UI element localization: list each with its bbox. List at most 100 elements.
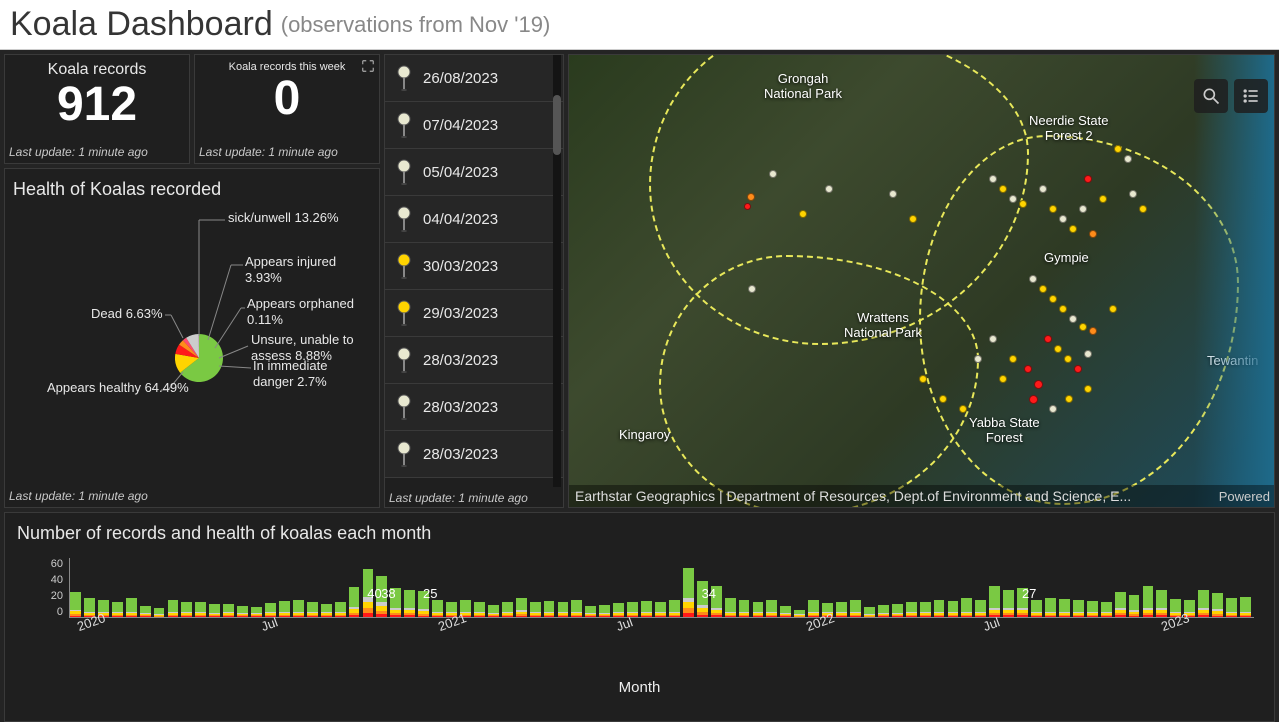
bar-column[interactable] xyxy=(140,606,151,617)
bar-column[interactable] xyxy=(669,600,680,617)
bar-column[interactable] xyxy=(753,602,764,617)
list-item[interactable]: 05/04/2023 xyxy=(385,149,563,196)
bar-column[interactable] xyxy=(335,602,346,617)
map-pin[interactable] xyxy=(1084,350,1092,358)
bar-column[interactable] xyxy=(209,604,220,617)
map-legend-button[interactable] xyxy=(1234,79,1268,113)
bar-column[interactable] xyxy=(585,606,596,617)
list-item[interactable]: 29/03/2023 xyxy=(385,290,563,337)
list-item[interactable]: 28/03/2023 xyxy=(385,337,563,384)
bar-column[interactable] xyxy=(237,606,248,617)
bar-column[interactable] xyxy=(599,605,610,617)
bar-column[interactable] xyxy=(502,602,513,617)
bar-column[interactable] xyxy=(530,602,541,617)
map-pin[interactable] xyxy=(744,203,751,210)
map-pin[interactable] xyxy=(1019,200,1027,208)
bar-column[interactable] xyxy=(558,602,569,617)
bar-column[interactable] xyxy=(1240,597,1251,617)
bar-column[interactable] xyxy=(571,600,582,617)
bar-column[interactable] xyxy=(739,600,750,617)
bar-column[interactable] xyxy=(655,602,666,617)
bar-column[interactable] xyxy=(878,605,889,617)
map-pin[interactable] xyxy=(1139,205,1147,213)
map-pin[interactable] xyxy=(1054,345,1062,353)
map-pin[interactable] xyxy=(1009,355,1017,363)
bar-column[interactable] xyxy=(906,602,917,617)
bar-column[interactable] xyxy=(613,603,624,617)
map-pin[interactable] xyxy=(889,190,897,198)
bar-column[interactable] xyxy=(70,592,81,617)
bar-column[interactable] xyxy=(474,602,485,617)
list-item[interactable]: 28/03/2023 xyxy=(385,384,563,431)
map-pin[interactable] xyxy=(1034,380,1043,389)
map-pin[interactable] xyxy=(1029,275,1037,283)
bar-column[interactable] xyxy=(1087,601,1098,617)
map-pin[interactable] xyxy=(1039,185,1047,193)
bar-chart[interactable]: 6040200 4038253427 2020Jul2021Jul2022Jul… xyxy=(17,558,1262,668)
map-pin[interactable] xyxy=(1084,175,1092,183)
map-pin[interactable] xyxy=(1124,155,1132,163)
map-pin[interactable] xyxy=(769,170,777,178)
bar-column[interactable] xyxy=(1226,598,1237,617)
map-pin[interactable] xyxy=(1114,145,1122,153)
map-pin[interactable] xyxy=(1044,335,1052,343)
map-pin[interactable] xyxy=(1069,225,1077,233)
map-pin[interactable] xyxy=(1074,365,1082,373)
bar-column[interactable] xyxy=(404,590,415,617)
map-pin[interactable] xyxy=(799,210,807,218)
bar-column[interactable] xyxy=(154,608,165,617)
map-pin[interactable] xyxy=(1029,395,1038,404)
map-pin[interactable] xyxy=(939,395,947,403)
date-list[interactable]: 26/08/2023 07/04/2023 05/04/2023 04/04/2… xyxy=(385,55,563,487)
map-pin[interactable] xyxy=(1109,305,1117,313)
bar-column[interactable] xyxy=(307,602,318,617)
pie-chart[interactable]: sick/unwell 13.26%Appears injured 3.93%A… xyxy=(13,210,371,480)
bar-column[interactable] xyxy=(920,602,931,617)
bar-column[interactable] xyxy=(725,598,736,617)
map-pin[interactable] xyxy=(1009,195,1017,203)
bar-column[interactable] xyxy=(989,586,1000,617)
bar-column[interactable] xyxy=(168,600,179,617)
map-pin[interactable] xyxy=(999,185,1007,193)
map-pin[interactable] xyxy=(999,375,1007,383)
scrollbar-thumb[interactable] xyxy=(553,95,561,155)
map-pin[interactable] xyxy=(748,285,756,293)
bar-column[interactable] xyxy=(864,607,875,617)
bar-column[interactable] xyxy=(1031,600,1042,617)
map-pin[interactable] xyxy=(1129,190,1137,198)
bar-column[interactable] xyxy=(1198,590,1209,617)
bar-column[interactable] xyxy=(1003,590,1014,617)
map-pin[interactable] xyxy=(1089,230,1097,238)
bar-column[interactable] xyxy=(321,604,332,617)
bar-column[interactable] xyxy=(641,601,652,617)
map-pin[interactable] xyxy=(1089,327,1097,335)
bar-column[interactable] xyxy=(195,602,206,617)
bar-column[interactable] xyxy=(1045,598,1056,617)
bar-column[interactable] xyxy=(1115,592,1126,617)
bar-column[interactable] xyxy=(349,587,360,617)
map-pin[interactable] xyxy=(1049,295,1057,303)
bar-column[interactable] xyxy=(279,601,290,617)
map-search-button[interactable] xyxy=(1194,79,1228,113)
bar-column[interactable] xyxy=(293,600,304,617)
map-pin[interactable] xyxy=(1079,205,1087,213)
map-pin[interactable] xyxy=(1024,365,1032,373)
map-pin[interactable] xyxy=(959,405,967,413)
map-pin[interactable] xyxy=(1099,195,1107,203)
map-pin[interactable] xyxy=(989,335,997,343)
bar-column[interactable] xyxy=(432,600,443,617)
map-pin[interactable] xyxy=(825,185,833,193)
bar-column[interactable] xyxy=(780,606,791,617)
bar-column[interactable] xyxy=(683,568,694,617)
map-pin[interactable] xyxy=(919,375,927,383)
bar-column[interactable] xyxy=(1073,600,1084,617)
map-pin[interactable] xyxy=(1069,315,1077,323)
map-pin[interactable] xyxy=(974,355,982,363)
list-item[interactable]: 28/03/2023 xyxy=(385,431,563,478)
map-pin[interactable] xyxy=(1079,323,1087,331)
map-pin[interactable] xyxy=(1049,205,1057,213)
bar-column[interactable] xyxy=(251,607,262,617)
bar-column[interactable] xyxy=(1156,590,1167,617)
bar-column[interactable] xyxy=(975,600,986,617)
bar-column[interactable] xyxy=(948,601,959,617)
